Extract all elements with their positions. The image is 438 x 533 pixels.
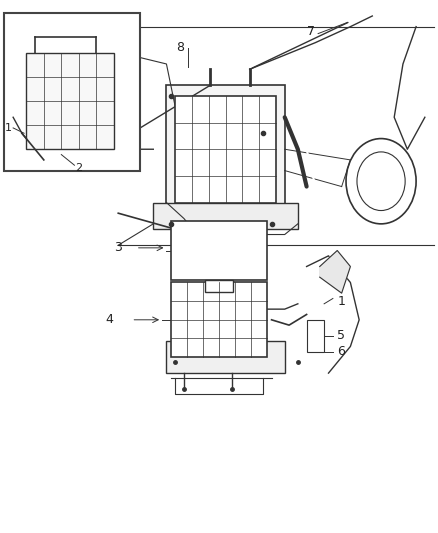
Bar: [307, 320, 324, 352]
Text: 4: 4: [106, 313, 113, 326]
Text: 5: 5: [337, 329, 345, 342]
Polygon shape: [320, 251, 350, 293]
Bar: [171, 221, 267, 280]
Bar: [166, 85, 285, 213]
Text: 6: 6: [337, 345, 345, 358]
Circle shape: [346, 139, 416, 224]
Text: 3: 3: [114, 241, 122, 254]
Bar: [175, 96, 276, 203]
Text: 1: 1: [5, 123, 12, 133]
Bar: [4, 13, 140, 171]
Text: 8: 8: [176, 42, 184, 54]
Circle shape: [357, 152, 405, 211]
Text: 2: 2: [75, 163, 82, 173]
Bar: [166, 341, 285, 373]
Bar: [171, 282, 267, 357]
Bar: [153, 203, 298, 229]
Text: 7: 7: [307, 26, 315, 38]
Bar: [26, 53, 114, 149]
Text: 1: 1: [337, 295, 345, 308]
Bar: [205, 280, 233, 292]
